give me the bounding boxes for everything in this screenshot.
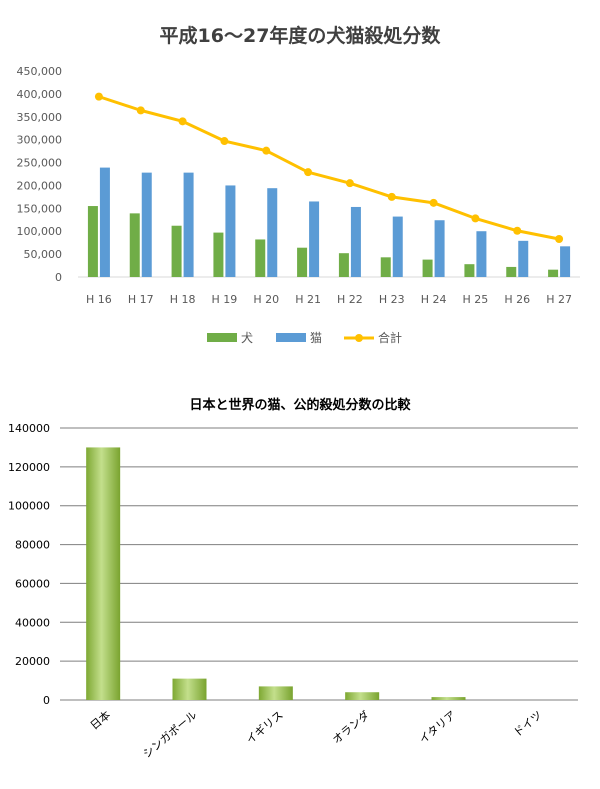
bar-cat bbox=[434, 220, 445, 277]
point-total bbox=[345, 179, 354, 188]
y-tick-label: 40000 bbox=[15, 616, 50, 629]
y-tick-label: 300,000 bbox=[17, 134, 63, 147]
legend-label-cat: 猫 bbox=[310, 331, 322, 345]
bar-dog bbox=[338, 253, 349, 277]
x-tick-label: H 17 bbox=[128, 293, 154, 306]
bar-dog bbox=[129, 213, 140, 277]
bar-cat bbox=[99, 167, 110, 277]
x-tick-label: H 23 bbox=[379, 293, 405, 306]
bar bbox=[431, 697, 466, 700]
chart-international-comparison: 日本と世界の猫、公的殺処分数の比較 0 20000 40000 60000 80000 10… bbox=[8, 397, 578, 761]
bar-dog bbox=[422, 259, 433, 277]
point-total bbox=[429, 198, 438, 207]
bar-cat bbox=[350, 206, 361, 277]
bar-dog bbox=[380, 257, 391, 277]
y-tick-label: 400,000 bbox=[17, 88, 63, 101]
bar-dog bbox=[87, 206, 98, 277]
y-tick-label: 20000 bbox=[15, 655, 50, 668]
x-tick-label: H 26 bbox=[504, 293, 530, 306]
x-tick-label: オランダ bbox=[329, 708, 372, 747]
bar-cat bbox=[476, 231, 487, 277]
bar-dog bbox=[548, 269, 559, 277]
y-tick-label: 350,000 bbox=[17, 111, 63, 124]
bar bbox=[258, 686, 293, 700]
bar-dog bbox=[255, 239, 266, 277]
bar-cat bbox=[225, 185, 236, 277]
x-tick-label: シンガポール bbox=[141, 708, 200, 760]
point-total bbox=[178, 117, 187, 126]
y-tick-label: 60000 bbox=[15, 577, 50, 590]
chart-panel-bottom: 日本と世界の猫、公的殺処分数の比較 0 20000 40000 60000 80000 10… bbox=[0, 384, 600, 789]
chart-title: 平成16～27年度の犬猫殺処分数 bbox=[160, 24, 442, 47]
y-tick-label: 80000 bbox=[15, 539, 50, 552]
point-total bbox=[94, 92, 103, 101]
bar-cat bbox=[518, 240, 529, 277]
bar-cat bbox=[309, 201, 320, 277]
bar-dog bbox=[464, 264, 475, 277]
y-tick-label: 120000 bbox=[8, 461, 50, 474]
y-tick-label: 450,000 bbox=[17, 65, 63, 78]
y-tick-label: 250,000 bbox=[17, 157, 63, 170]
point-total bbox=[262, 146, 271, 155]
bar bbox=[345, 692, 380, 700]
point-total bbox=[555, 235, 564, 244]
point-total bbox=[387, 192, 396, 201]
bar-cat bbox=[560, 246, 571, 277]
chart-cull-trend: 平成16～27年度の犬猫殺処分数 0 50,000 100,000 150,000 200… bbox=[17, 24, 580, 345]
y-tick-label: 150,000 bbox=[17, 202, 63, 215]
x-tick-label: H 16 bbox=[86, 293, 112, 306]
y-tick-label: 200,000 bbox=[17, 179, 63, 192]
bar-cat bbox=[141, 172, 152, 277]
x-tick-label: H 25 bbox=[463, 293, 489, 306]
line-total bbox=[98, 95, 560, 241]
point-total bbox=[304, 168, 313, 177]
x-tick-label: H 19 bbox=[212, 293, 238, 306]
x-tick-label: H 18 bbox=[170, 293, 196, 306]
point-total bbox=[136, 106, 145, 115]
bar bbox=[172, 678, 207, 700]
x-tick-label: H 22 bbox=[337, 293, 363, 306]
legend-label-total: 合計 bbox=[378, 330, 402, 345]
y-tick-label: 100,000 bbox=[17, 225, 63, 238]
y-tick-label: 100000 bbox=[8, 500, 50, 513]
y-tick-label: 0 bbox=[43, 694, 50, 707]
x-tick-label: 日本 bbox=[87, 708, 113, 733]
legend-marker-total bbox=[355, 334, 363, 342]
x-tick-label: H 27 bbox=[546, 293, 572, 306]
y-tick-label: 140000 bbox=[8, 422, 50, 435]
chart-panel-top: 平成16～27年度の犬猫殺処分数 0 50,000 100,000 150,000 200… bbox=[0, 0, 600, 358]
point-total bbox=[513, 226, 522, 235]
legend-swatch-cat bbox=[276, 333, 306, 342]
bar-cat bbox=[392, 216, 403, 277]
x-tick-label: ドイツ bbox=[511, 708, 545, 739]
point-total bbox=[471, 214, 480, 223]
point-total bbox=[220, 137, 229, 146]
legend-swatch-dog bbox=[207, 333, 237, 342]
x-tick-label: H 21 bbox=[295, 293, 321, 306]
y-tick-label: 0 bbox=[55, 271, 62, 284]
y-tick-label: 50,000 bbox=[24, 248, 63, 261]
x-tick-label: イギリス bbox=[244, 708, 286, 746]
bar-dog bbox=[506, 266, 517, 277]
x-tick-label: イタリア bbox=[417, 708, 459, 746]
bar-dog bbox=[171, 225, 182, 277]
x-tick-label: H 20 bbox=[253, 293, 279, 306]
bar-dog bbox=[213, 232, 224, 277]
bar-cat bbox=[183, 172, 194, 277]
x-tick-label: H 24 bbox=[421, 293, 447, 306]
legend-label-dog: 犬 bbox=[241, 331, 253, 345]
bar-dog bbox=[297, 247, 308, 277]
bar-cat bbox=[267, 188, 278, 277]
bar bbox=[86, 447, 121, 700]
chart-title: 日本と世界の猫、公的殺処分数の比較 bbox=[189, 397, 411, 413]
